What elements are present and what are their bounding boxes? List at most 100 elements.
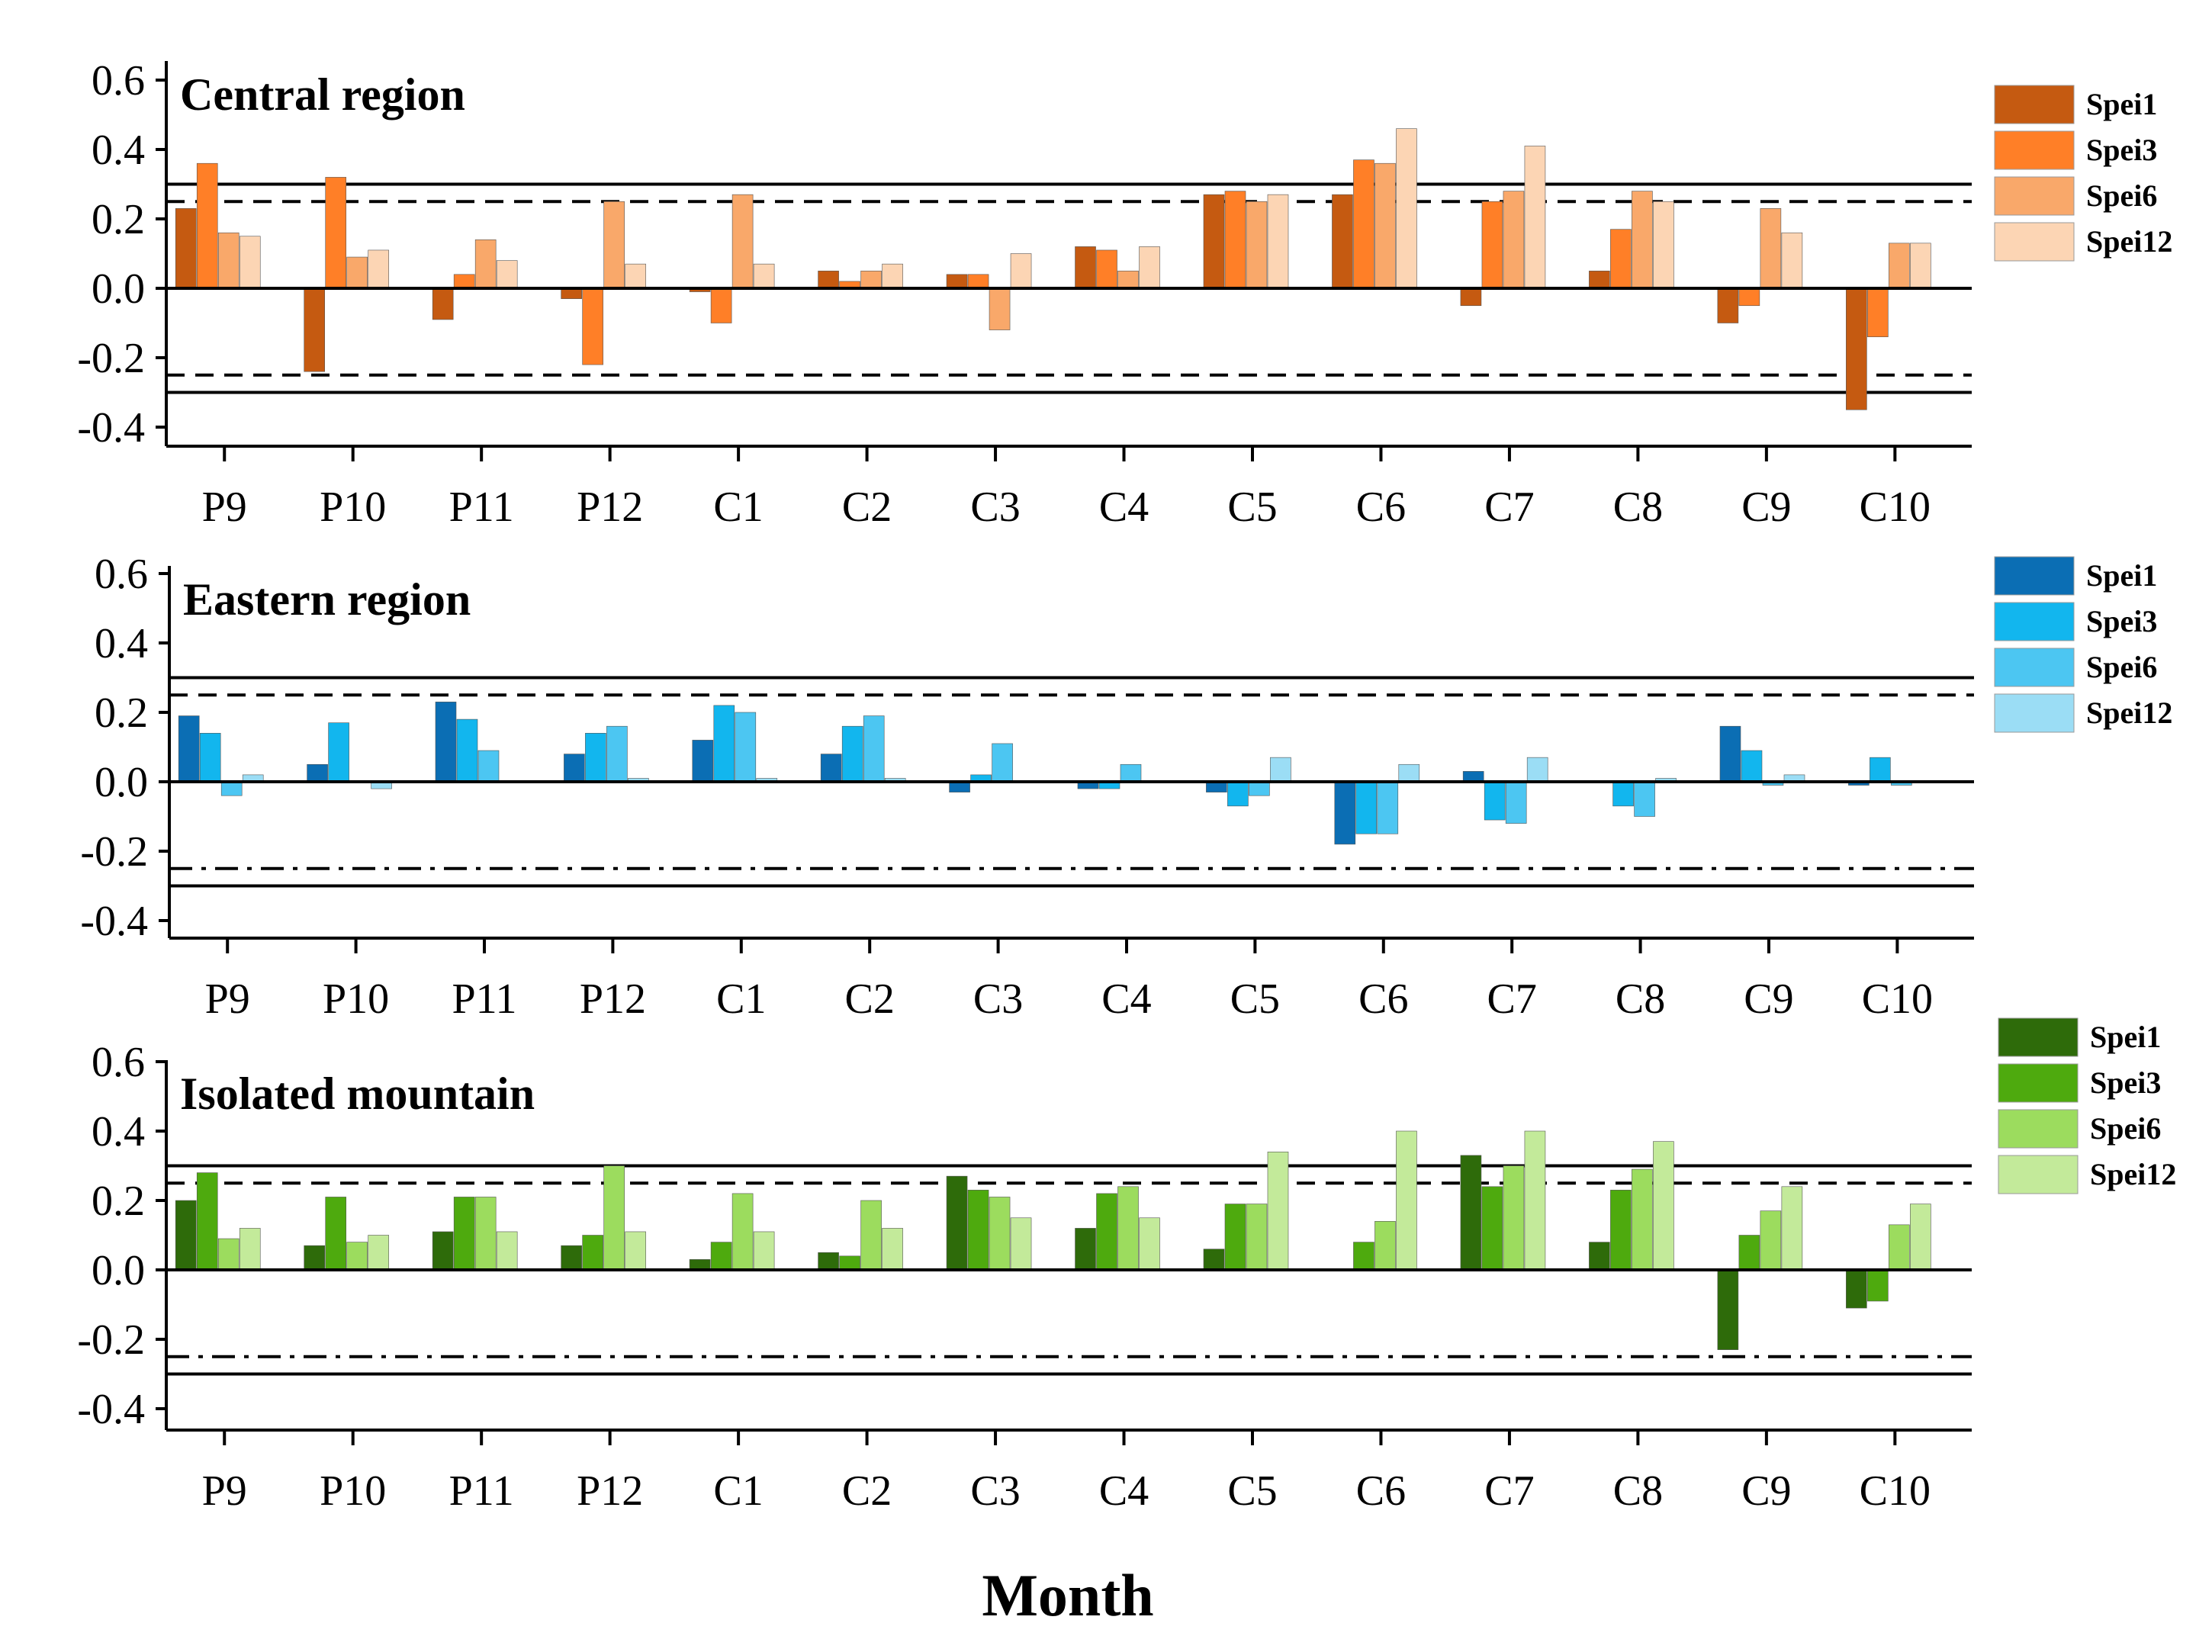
bar bbox=[561, 1245, 582, 1271]
bar bbox=[1653, 1141, 1674, 1271]
bar bbox=[474, 1197, 497, 1271]
bar bbox=[217, 1238, 240, 1271]
bar bbox=[477, 750, 500, 783]
y-tick-label: 0.6 bbox=[95, 551, 148, 598]
legend-swatch bbox=[1994, 602, 2075, 641]
bar bbox=[606, 725, 628, 783]
bar bbox=[199, 732, 221, 783]
bar bbox=[1867, 288, 1889, 338]
bar bbox=[368, 249, 390, 289]
bar bbox=[1353, 159, 1374, 289]
bar bbox=[1503, 191, 1525, 289]
bar bbox=[949, 781, 970, 792]
y-tick-label: -0.4 bbox=[77, 1386, 145, 1433]
bar bbox=[217, 232, 240, 289]
bar bbox=[1610, 1190, 1632, 1271]
x-tick-label: C1 bbox=[716, 975, 766, 1023]
legend-swatch bbox=[1994, 176, 2075, 216]
bar bbox=[1139, 246, 1160, 289]
bar bbox=[1096, 249, 1117, 289]
x-tick-label: P11 bbox=[449, 1467, 514, 1515]
chart-panels: 0.6 0.4 0.2 0.0 -0.2 -0.4 P9 P10 P11 P12 C1 C2 C3 C4 C… bbox=[77, 57, 2176, 1515]
bar bbox=[967, 274, 989, 289]
x-tick-label: P11 bbox=[449, 484, 514, 531]
y-tick-label: 0.2 bbox=[92, 196, 145, 243]
legend-label: Spei6 bbox=[2086, 650, 2157, 684]
bar bbox=[1203, 194, 1225, 289]
bar bbox=[325, 1197, 347, 1271]
bar bbox=[1227, 781, 1249, 807]
y-tick-label: -0.2 bbox=[77, 1316, 145, 1364]
bar bbox=[731, 194, 754, 289]
bar bbox=[818, 1252, 839, 1271]
bar bbox=[1867, 1269, 1889, 1302]
x-tick-label: P12 bbox=[577, 484, 643, 531]
bar bbox=[603, 1165, 625, 1271]
bar bbox=[1589, 270, 1610, 289]
legend-swatch bbox=[1998, 1017, 2079, 1057]
y-tick-label: 0.0 bbox=[92, 1247, 145, 1294]
x-tick-label: C5 bbox=[1227, 1467, 1277, 1515]
bar bbox=[1267, 1152, 1289, 1271]
bar bbox=[753, 263, 775, 289]
bar bbox=[1781, 232, 1803, 289]
x-tick-label: C2 bbox=[842, 484, 892, 531]
bar bbox=[1334, 781, 1356, 845]
bar bbox=[1889, 243, 1910, 289]
bar bbox=[1781, 1186, 1803, 1271]
y-tick-label: 0.2 bbox=[95, 689, 148, 737]
y-tick-label: 0.0 bbox=[95, 759, 148, 806]
bar bbox=[1249, 781, 1270, 796]
bar bbox=[1910, 243, 1931, 289]
legend-swatch bbox=[1994, 130, 2075, 170]
bar bbox=[1010, 1217, 1032, 1271]
bar bbox=[1846, 288, 1867, 410]
bar bbox=[1377, 781, 1399, 834]
bar bbox=[689, 1259, 711, 1271]
bar bbox=[818, 270, 839, 289]
bar bbox=[453, 274, 475, 289]
bar bbox=[1460, 1155, 1482, 1271]
x-tick-label: C8 bbox=[1613, 1467, 1663, 1515]
bar bbox=[710, 288, 732, 323]
x-tick-label: C6 bbox=[1356, 484, 1406, 531]
bar bbox=[1353, 1242, 1374, 1271]
x-axis-title: Month bbox=[982, 1562, 1153, 1628]
x-tick-label: C5 bbox=[1227, 484, 1277, 531]
bar bbox=[820, 754, 842, 783]
x-tick-label: P9 bbox=[202, 1467, 247, 1515]
bar bbox=[1524, 1130, 1546, 1271]
bar bbox=[432, 1231, 454, 1271]
x-tick-label: C8 bbox=[1616, 975, 1665, 1023]
bar bbox=[496, 260, 518, 289]
x-tick-label: C7 bbox=[1484, 484, 1534, 531]
x-tick-label: C4 bbox=[1099, 1467, 1149, 1515]
bar bbox=[692, 740, 714, 783]
x-tick-label: C5 bbox=[1230, 975, 1280, 1023]
bar bbox=[1719, 725, 1741, 783]
bar bbox=[1760, 208, 1782, 289]
bar bbox=[453, 1197, 475, 1271]
x-tick-label: C9 bbox=[1741, 1467, 1791, 1515]
x-tick-label: C3 bbox=[970, 484, 1020, 531]
bar bbox=[1741, 750, 1763, 783]
x-tick-label: P9 bbox=[205, 975, 250, 1023]
legend-swatch bbox=[1998, 1109, 2079, 1149]
bar bbox=[1075, 246, 1096, 289]
panel-title: Isolated mountain bbox=[180, 1069, 535, 1119]
legend-label: Spei1 bbox=[2086, 558, 2157, 593]
x-tick-label: C6 bbox=[1356, 1467, 1406, 1515]
x-tick-label: P9 bbox=[202, 484, 247, 531]
bar bbox=[1632, 1168, 1653, 1271]
bar bbox=[1846, 1269, 1867, 1309]
bar bbox=[1120, 763, 1142, 783]
x-tick-label: C8 bbox=[1613, 484, 1663, 531]
x-tick-label: P12 bbox=[577, 1467, 643, 1515]
legend-swatch bbox=[1998, 1155, 2079, 1194]
bar bbox=[1224, 1204, 1246, 1271]
bar bbox=[1481, 1186, 1503, 1271]
legend: Spei1 Spei3 Spei6 Spei12 bbox=[1998, 1017, 2176, 1194]
bar bbox=[1910, 1204, 1931, 1271]
y-tick-label: -0.4 bbox=[77, 404, 145, 452]
